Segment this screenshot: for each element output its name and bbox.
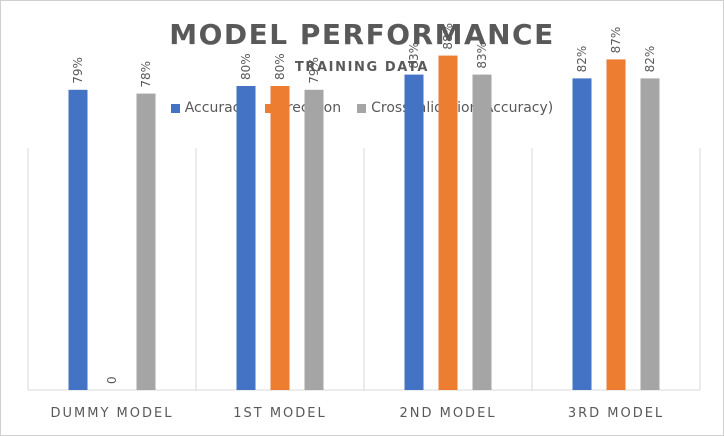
data-label: 0: [105, 376, 119, 384]
chart-title: MODEL PERFORMANCE: [169, 18, 555, 51]
data-label: 87%: [609, 27, 623, 54]
legend-item-accuracy: Accuracy: [170, 100, 249, 116]
bar-accuracy-0: [68, 89, 88, 391]
x-tick-label: 1ST MODEL: [233, 406, 327, 421]
data-label: 80%: [239, 53, 253, 80]
x-tick-label: 3RD MODEL: [568, 406, 664, 421]
legend-swatch-precision: [264, 103, 274, 113]
data-label: 83%: [475, 42, 489, 69]
x-tick-label: DUMMY MODEL: [51, 406, 174, 421]
data-label: 78%: [139, 61, 153, 88]
chart-subtitle: TRAINING DATA: [294, 60, 430, 75]
data-label: 82%: [575, 46, 589, 73]
x-tick-label: 2ND MODEL: [399, 406, 496, 421]
data-label: 79%: [71, 57, 85, 84]
bar-accuracy-2: [404, 74, 424, 390]
legend-swatch-accuracy: [170, 103, 180, 113]
data-label: 80%: [273, 53, 287, 80]
legend-label-accuracy: Accuracy: [184, 100, 249, 116]
bar-crossvalidation-accuracy--0: [136, 93, 156, 390]
legend-swatch-crossvalidation: [357, 103, 367, 113]
data-label: 83%: [407, 42, 421, 69]
data-label: 82%: [643, 46, 657, 73]
bar-crossvalidation-accuracy--1: [304, 89, 324, 391]
bar-precision-1: [270, 86, 290, 390]
bar-precision-3: [606, 59, 626, 391]
bar-crossvalidation-accuracy--2: [472, 74, 492, 390]
bar-accuracy-3: [572, 78, 592, 391]
bar-crossvalidation-accuracy--3: [640, 78, 660, 391]
data-label: 88%: [441, 23, 455, 50]
bar-accuracy-1: [236, 86, 256, 390]
bar-precision-2: [438, 55, 458, 390]
data-label: 79%: [307, 57, 321, 84]
